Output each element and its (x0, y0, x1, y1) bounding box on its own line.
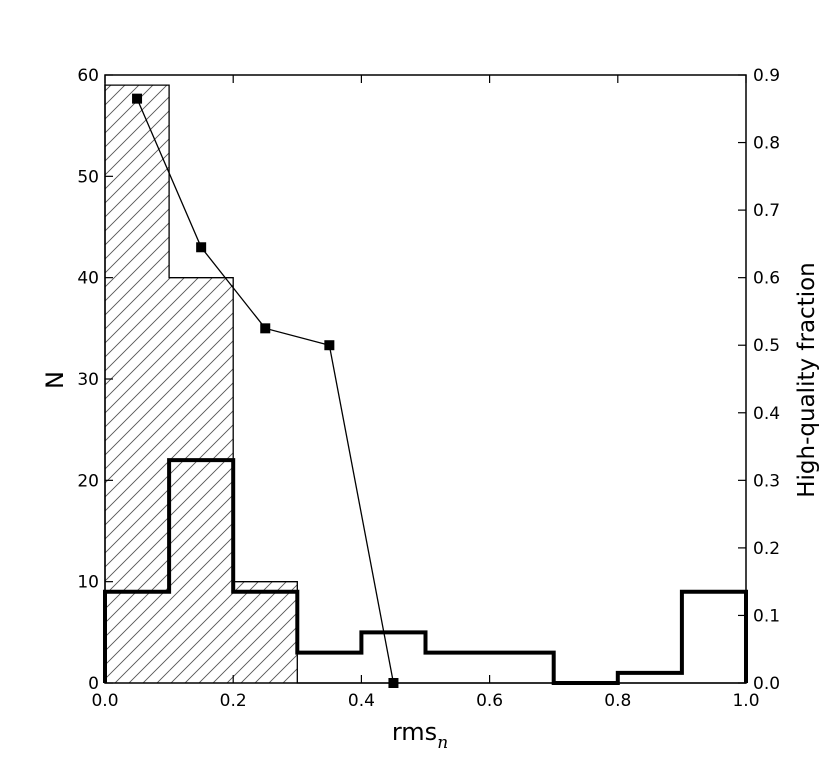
x-axis-label-subscript: n (437, 733, 448, 753)
hatched-bar (233, 581, 298, 683)
y2-tick-label: 0.5 (753, 336, 780, 356)
y2-tick-label: 0.6 (753, 269, 780, 289)
hatched-bar (105, 85, 170, 684)
x-tick-label: 1.0 (732, 691, 759, 711)
fraction-point (324, 340, 335, 351)
x-tick-label: 0.4 (348, 691, 375, 711)
y2-tick-label: 0.2 (753, 539, 780, 559)
x-tick-label: 0.6 (476, 691, 503, 711)
y2-tick-label: 0.8 (753, 134, 780, 154)
x-tick-label: 0.2 (220, 691, 247, 711)
hatched-bar (169, 277, 234, 683)
x-tick-label: 0.8 (604, 691, 631, 711)
fraction-point (196, 242, 207, 253)
y2-axis-label: High-quality fraction (794, 262, 820, 498)
y2-tick-label: 0.9 (753, 66, 780, 86)
y2-tick-label: 0.7 (753, 201, 780, 221)
y-tick-label: 30 (77, 370, 99, 390)
y2-tick-label: 0.1 (753, 606, 780, 626)
y2-tick-label: 0.4 (753, 404, 780, 424)
fraction-point (132, 93, 143, 104)
x-axis-label: rmsn (392, 718, 448, 753)
y-tick-label: 50 (77, 167, 99, 187)
y2-tick-label: 0.3 (753, 471, 780, 491)
plot-area (103, 84, 748, 688)
fraction-point (260, 323, 271, 334)
y-tick-label: 20 (77, 471, 99, 491)
y-tick-label: 0 (88, 674, 99, 694)
y-tick-label: 60 (77, 66, 99, 86)
axes: 0.0 0.2 0.4 0.6 0.8 1.0 0 10 20 30 40 50 60 0.0 0.1 0.2… (77, 66, 780, 711)
x-axis-label-main: rms (392, 718, 437, 746)
y2-tick-label: 0.0 (753, 674, 780, 694)
y-tick-label: 10 (77, 573, 99, 593)
x-tick-label: 0.0 (91, 691, 118, 711)
y-axis-label: N (41, 371, 69, 389)
thick-histogram (103, 458, 748, 685)
y-tick-label: 40 (77, 269, 99, 289)
